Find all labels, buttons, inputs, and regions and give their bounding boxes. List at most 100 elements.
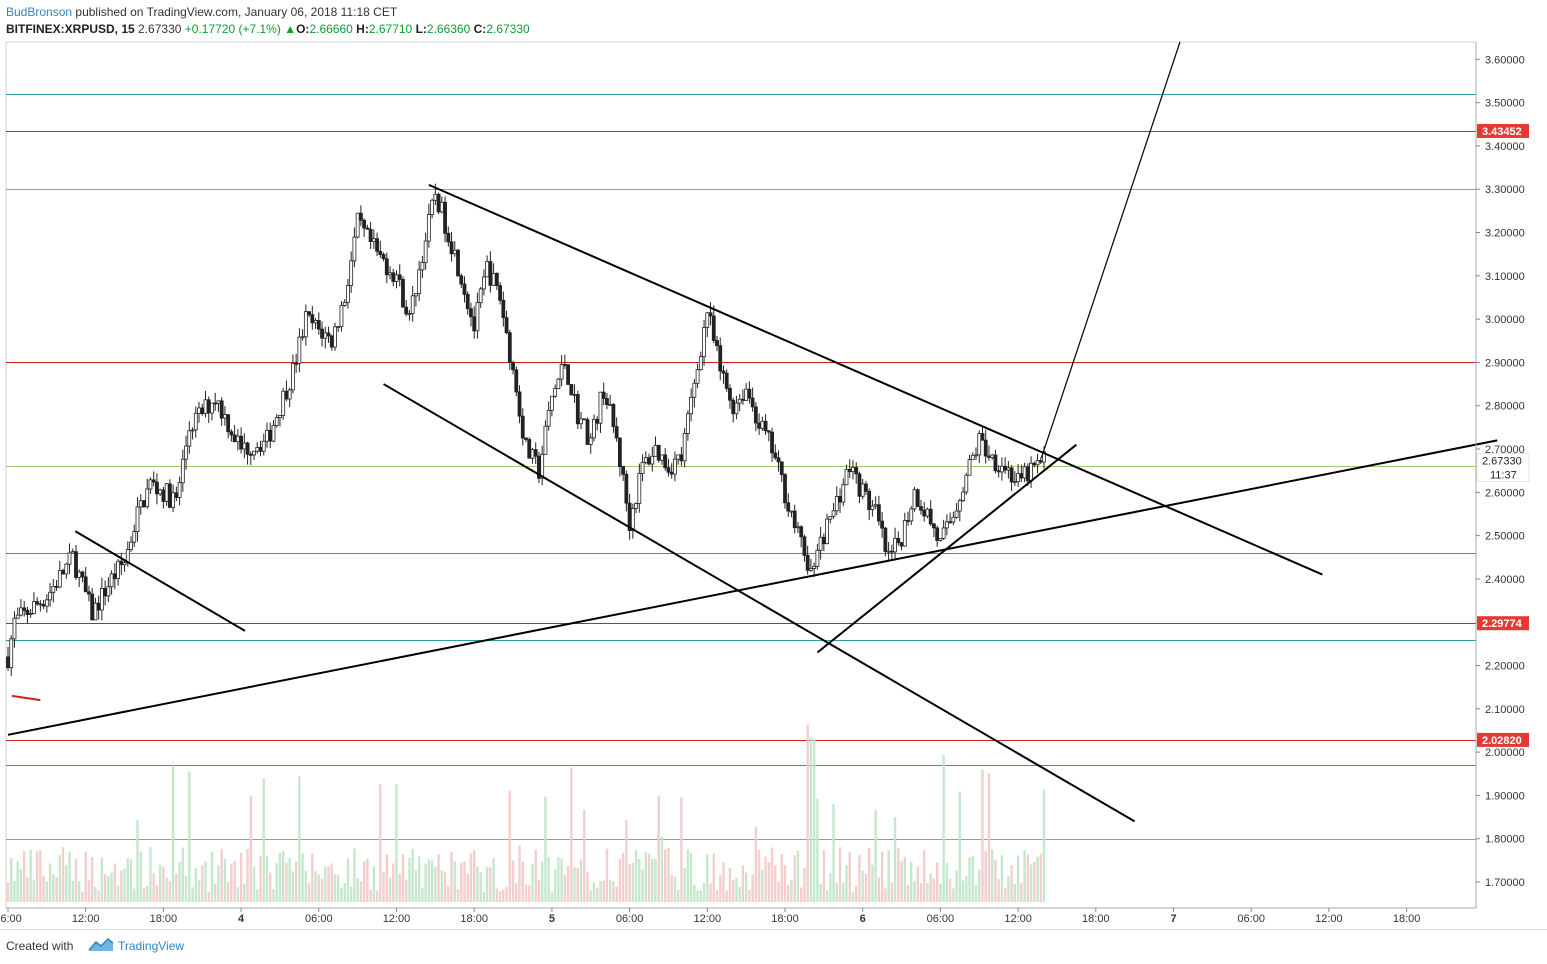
volume-bar <box>715 890 719 902</box>
author-link[interactable]: BudBronson <box>6 5 73 19</box>
volume-bar <box>935 862 939 902</box>
volume-bar <box>278 852 282 902</box>
volume-bar <box>317 874 320 902</box>
symbol-label[interactable]: BITFINEX:XRPUSD, 15 <box>6 22 135 36</box>
volume-bar <box>686 849 690 902</box>
volume-bar <box>939 883 942 902</box>
volume-bar <box>508 790 512 902</box>
candle-body <box>520 415 525 439</box>
volume-bar <box>1016 855 1020 902</box>
volume-bar <box>369 889 372 902</box>
volume-bar <box>602 880 605 902</box>
candle-body <box>546 409 551 427</box>
volume-bar <box>719 875 722 902</box>
candle-body <box>517 391 522 417</box>
tradingview-link[interactable]: TradingView <box>118 939 185 953</box>
volume-bar <box>372 866 376 902</box>
candle-body <box>99 588 104 611</box>
candle-body <box>961 491 965 501</box>
volume-bar <box>994 859 997 902</box>
volume-bar <box>557 857 560 902</box>
volume-bar <box>812 739 816 902</box>
candle-body <box>1016 473 1020 482</box>
volume-bar <box>803 867 806 902</box>
volume-bar <box>1026 854 1030 902</box>
volume-bar <box>981 769 984 902</box>
candle-body <box>265 429 269 442</box>
candle-body <box>608 404 613 406</box>
candle-body <box>310 314 315 324</box>
volume-bar <box>790 880 793 902</box>
created-with-text: Created with <box>6 939 74 953</box>
candle-body <box>206 399 211 414</box>
candle-body <box>838 496 842 503</box>
last-price: 2.67330 <box>138 22 182 36</box>
volume-bar <box>113 863 117 902</box>
candle-body <box>106 586 111 597</box>
candle-body <box>28 613 33 616</box>
candle-body <box>728 388 732 401</box>
volume-bar <box>952 888 955 902</box>
volume-bar <box>479 872 482 902</box>
volume-bar <box>298 776 301 902</box>
volume-bar <box>469 853 473 902</box>
x-tick-label: 4 <box>238 913 245 925</box>
candle-body <box>854 467 859 475</box>
candle-body <box>378 250 383 255</box>
volume-bar <box>573 867 576 902</box>
volume-bar <box>382 871 385 902</box>
low-label: L: <box>415 22 427 36</box>
volume-bar <box>78 881 81 902</box>
volume-bar <box>249 796 253 902</box>
volume-bar <box>275 863 278 902</box>
candle-body <box>928 508 933 525</box>
volume-bar <box>822 850 826 902</box>
candle-body <box>459 275 464 285</box>
volume-bar <box>722 862 725 902</box>
volume-bar <box>246 849 249 902</box>
volume-bar <box>589 890 592 902</box>
candle-body <box>864 483 868 492</box>
candle-body <box>507 332 512 363</box>
candle-body <box>598 391 603 424</box>
volume-bar <box>540 861 544 902</box>
candle-body <box>469 308 473 318</box>
candle-body <box>287 389 292 400</box>
candle-body <box>533 449 538 457</box>
y-tick-label: 2.20000 <box>1485 661 1525 673</box>
candle-body <box>695 369 700 384</box>
candle-body <box>316 320 321 330</box>
time-axis[interactable]: 06:00 12:00 18:00 4 06:00 12:00 18:00 5 06:00 12:… <box>0 907 1476 925</box>
candle-body <box>650 455 655 465</box>
tradingview-logo-icon[interactable] <box>88 937 114 953</box>
volume-bar <box>453 861 456 902</box>
volume-bar <box>961 880 965 902</box>
volume-bar <box>845 865 848 902</box>
candle-body <box>870 505 875 511</box>
price-axis[interactable]: 1.70000 1.80000 1.90000 2.00000 2.10000 2.200… <box>1475 42 1530 908</box>
volume-bar <box>155 885 159 902</box>
candle-body <box>414 293 418 297</box>
candle-body <box>524 437 528 440</box>
volume-bar <box>657 795 660 902</box>
volume-bar <box>761 869 764 902</box>
volume-bar <box>158 864 162 902</box>
candle-body <box>1003 465 1008 471</box>
volume-bar <box>1036 856 1039 902</box>
price-badge <box>1477 616 1529 631</box>
candle-body <box>919 506 923 511</box>
volume-bar <box>809 737 813 902</box>
volume-bar <box>74 858 78 902</box>
candle-body <box>151 479 156 483</box>
candle-body <box>271 425 276 442</box>
candle-body <box>180 458 185 484</box>
candle-body <box>779 461 784 475</box>
volume-bar <box>443 872 447 902</box>
candle-body <box>342 301 347 306</box>
volume-bar <box>16 861 19 902</box>
candle-body <box>750 397 755 408</box>
candle-body <box>880 520 885 529</box>
candle-body <box>278 415 282 418</box>
volume-bar <box>1042 789 1046 902</box>
